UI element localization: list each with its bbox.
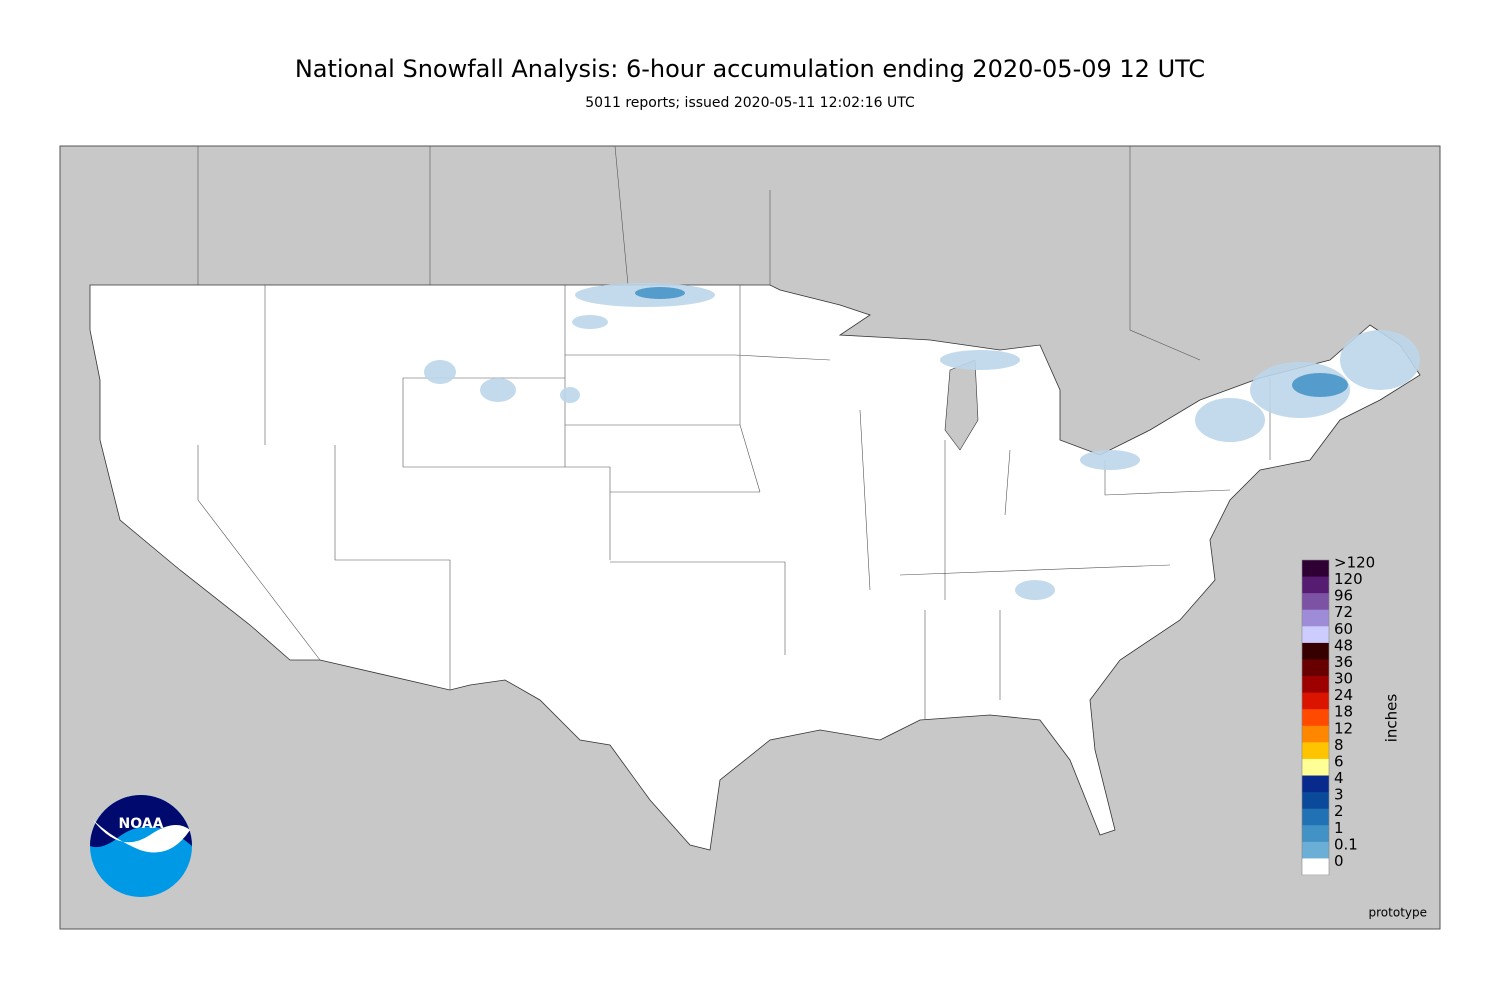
legend-swatch [1302, 593, 1329, 611]
legend-swatch [1302, 626, 1329, 644]
legend-label: 18 [1334, 703, 1353, 721]
conus [89, 284, 1421, 851]
legend-swatch [1302, 725, 1329, 743]
legend-swatch [1302, 742, 1329, 760]
borders [197, 145, 1271, 720]
legend-swatch [1302, 758, 1329, 777]
legend-swatch [1302, 642, 1329, 660]
legend-label: 6 [1334, 752, 1344, 770]
legend-swatch [1302, 659, 1329, 677]
title: National Snowfall Analysis: 6-hour accum… [295, 55, 1205, 83]
legend-label: >120 [1334, 554, 1375, 572]
legend-swatch [1302, 792, 1329, 810]
legend-label: 30 [1334, 670, 1353, 688]
legend-label: 3 [1334, 786, 1344, 804]
legend-swatch [1302, 609, 1329, 627]
legend-label: 72 [1334, 603, 1353, 621]
legend-swatch [1302, 709, 1329, 727]
legend-label: 0.1 [1334, 835, 1358, 853]
legend-label: 12 [1334, 719, 1353, 737]
legend-swatch [1302, 841, 1329, 859]
legend-unit: inches [1383, 694, 1401, 743]
legend-outline [1301, 559, 1330, 876]
legend-swatch [1302, 676, 1329, 694]
legend-label: 4 [1334, 769, 1344, 787]
legend-label: 48 [1334, 636, 1353, 654]
legend-label: 1 [1334, 819, 1344, 837]
legend: inches >1201209672604836302418128643210.… [1301, 554, 1401, 876]
legend-label: 2 [1334, 802, 1344, 820]
legend-label: 24 [1334, 686, 1353, 704]
legend-swatch [1302, 576, 1329, 594]
legend-label: 36 [1334, 653, 1353, 671]
legend-label: 0 [1334, 852, 1344, 870]
map: NOAA prototype [59, 145, 1441, 930]
legend-label: 120 [1334, 570, 1363, 588]
legend-swatch [1302, 560, 1329, 578]
logo-text: NOAA [119, 816, 164, 832]
legend-swatch [1302, 775, 1329, 793]
snow-areas [424, 283, 1420, 600]
legend-swatch [1302, 692, 1329, 710]
legend-swatch [1302, 858, 1329, 876]
footnote: prototype [1369, 906, 1427, 920]
legend-label: 60 [1334, 620, 1353, 638]
legend-swatch [1302, 808, 1329, 826]
subtitle: 5011 reports; issued 2020-05-11 12:02:16… [585, 95, 915, 111]
legend-label: 8 [1334, 736, 1344, 754]
noaa-logo: NOAA [90, 795, 192, 897]
legend-swatch [1302, 825, 1329, 843]
legend-label: 96 [1334, 587, 1353, 605]
